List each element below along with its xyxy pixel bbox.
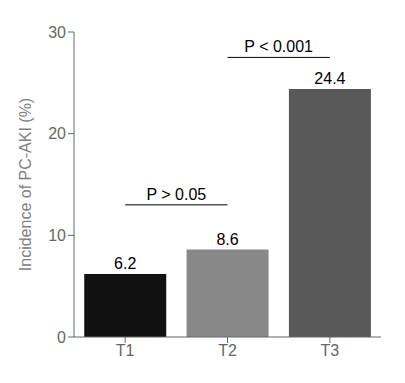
svg-text:10: 10 (48, 227, 66, 244)
svg-text:20: 20 (48, 125, 66, 142)
svg-text:T1: T1 (116, 342, 135, 359)
svg-text:6.2: 6.2 (114, 255, 136, 272)
svg-text:T2: T2 (218, 342, 237, 359)
svg-text:30: 30 (48, 24, 66, 41)
svg-text:0: 0 (57, 329, 66, 346)
svg-text:24.4: 24.4 (314, 70, 345, 87)
svg-text:P > 0.05: P > 0.05 (146, 186, 206, 203)
svg-text:P < 0.001: P < 0.001 (244, 38, 313, 55)
svg-text:8.6: 8.6 (216, 231, 238, 248)
svg-text:T3: T3 (320, 342, 339, 359)
svg-text:Incidence of PC-AKI (%): Incidence of PC-AKI (%) (17, 98, 34, 271)
